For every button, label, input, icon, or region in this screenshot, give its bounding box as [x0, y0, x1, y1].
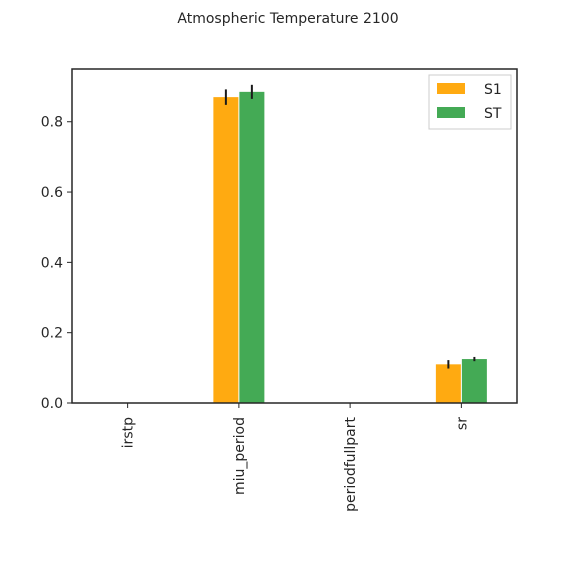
legend-swatch-st [437, 107, 465, 118]
x-tick-label-miu-period: miu_period [232, 417, 248, 495]
legend-label-st: ST [484, 106, 502, 122]
x-tick-label-periodfullpart: periodfullpart [343, 416, 359, 511]
legend-swatch-s1 [437, 83, 465, 94]
plot-frame [71, 68, 518, 404]
bar-st-sr [461, 359, 487, 403]
bar-st-miu-period [239, 91, 265, 403]
y-tick-label: 0.8 [41, 115, 63, 131]
y-tick-label: 0.6 [41, 185, 63, 201]
y-axis: 0.0 0.2 0.4 0.6 0.8 [41, 115, 72, 412]
y-tick-label: 0.4 [41, 255, 63, 271]
chart-title: Atmospheric Temperature 2100 [177, 11, 398, 27]
bars-layer [213, 91, 487, 403]
y-tick-label: 0.0 [41, 396, 63, 412]
x-axis: irstp miu_period periodfullpart sr [121, 403, 470, 512]
legend: S1 ST [428, 74, 512, 130]
x-tick-label-sr: sr [454, 417, 470, 430]
legend-label-s1: S1 [484, 82, 502, 98]
error-bars-layer [224, 84, 476, 369]
bar-s1-miu-period [213, 97, 239, 403]
y-tick-label: 0.2 [41, 326, 63, 342]
x-tick-label-irstp: irstp [121, 417, 137, 448]
bar-s1-sr [435, 364, 461, 403]
